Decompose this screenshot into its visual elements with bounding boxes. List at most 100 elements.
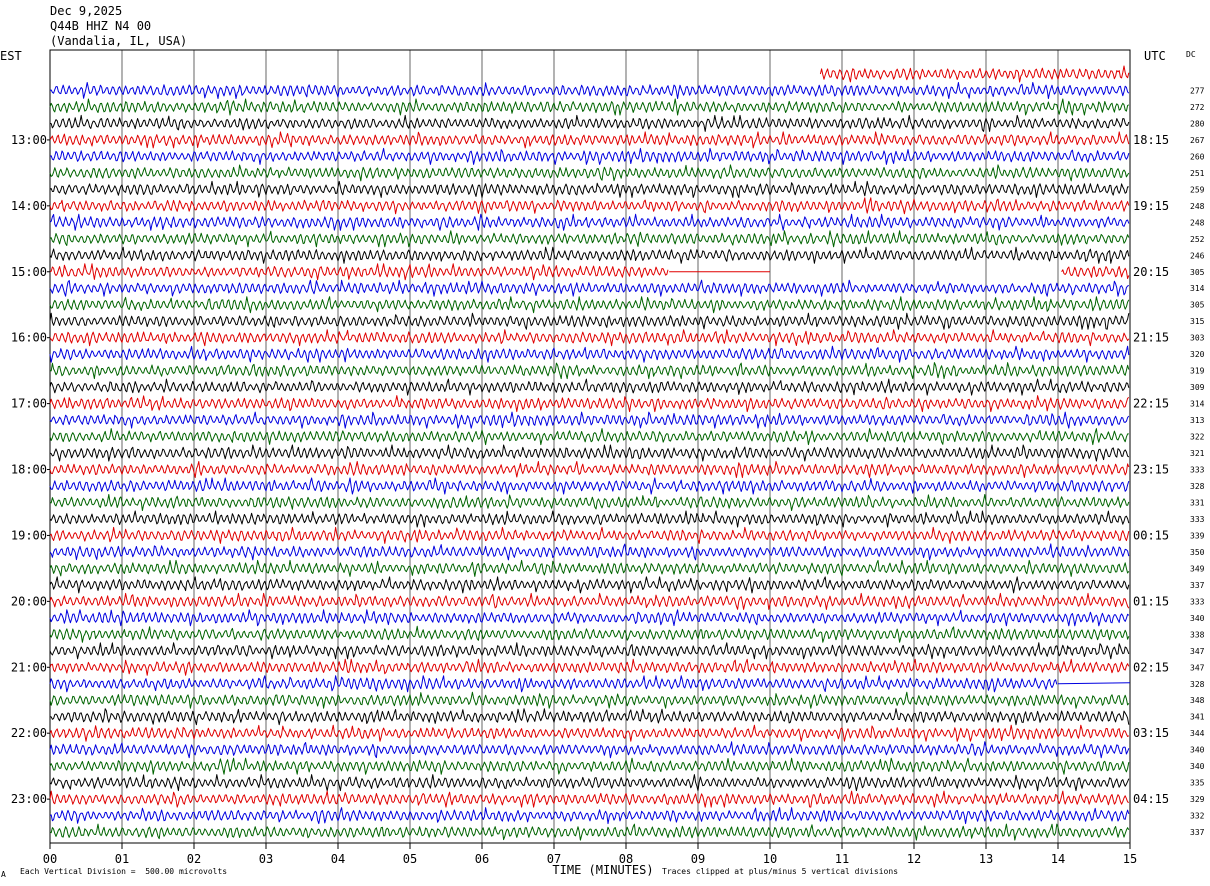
left-hour-label: 13:00 [11,133,47,147]
x-tick-label: 01 [115,852,129,866]
dc-value: 313 [1190,416,1205,425]
trace-row-32 [49,592,1130,610]
dc-value: 314 [1190,400,1205,409]
trace-row-1 [49,82,1130,99]
x-tick-label: 07 [547,852,561,866]
trace-row-42 [49,757,1130,775]
dc-value: 347 [1190,647,1205,656]
dc-value: 246 [1190,251,1205,260]
dc-value: 333 [1190,597,1205,606]
left-hour-label: 22:00 [11,726,47,740]
trace-row-34 [49,625,1130,643]
trace-row-31 [49,576,1130,594]
plot-frame [49,49,1131,844]
dc-value: 340 [1190,746,1205,755]
trace-row-0 [819,65,1130,83]
x-axis-title: TIME (MINUTES) [552,863,653,877]
left-timezone-label: EST [0,49,22,63]
scale-note: Each Vertical Division = 500.00 microvol… [20,867,228,876]
dc-value: 347 [1190,663,1205,672]
right-hour-label: 00:15 [1133,528,1169,542]
trace-row-43 [49,774,1130,792]
trace-row-12 [49,263,1130,281]
trace-row-23 [49,444,1130,462]
trace-row-19 [49,378,1130,396]
x-tick-label: 14 [1051,852,1065,866]
dc-value: 344 [1190,729,1205,738]
right-hour-label: 18:15 [1133,133,1169,147]
trace-row-5 [49,147,1130,165]
x-tick-label: 06 [475,852,489,866]
dc-value: 272 [1190,103,1205,112]
dc-value: 333 [1190,466,1205,475]
dc-value: 320 [1190,350,1205,359]
dc-value: 341 [1190,713,1205,722]
x-tick-label: 11 [835,852,849,866]
x-tick-label: 10 [763,852,777,866]
dc-value: 348 [1190,696,1205,705]
header-location: (Vandalia, IL, USA) [50,34,188,48]
dc-value: 322 [1190,433,1205,442]
trace-row-9 [49,213,1130,231]
trace-row-13 [49,279,1130,297]
left-hour-label: 14:00 [11,199,47,213]
trace-row-22 [49,428,1129,446]
trace-row-44 [49,790,1130,808]
dc-value: 260 [1190,152,1205,161]
x-tick-label: 12 [907,852,921,866]
trace-row-38 [49,691,1130,709]
dc-value: 340 [1190,762,1205,771]
trace-row-26 [49,494,1130,511]
corner-mark: A [1,870,6,879]
dc-value: 350 [1190,548,1205,557]
dc-value: 248 [1190,218,1205,227]
x-tick-label: 09 [691,852,705,866]
dc-value: 309 [1190,383,1205,392]
dc-value: 259 [1190,185,1205,194]
right-hour-label: 22:15 [1133,397,1169,411]
trace-row-10 [49,230,1130,248]
right-hour-label: 19:15 [1133,199,1169,213]
x-tick-label: 05 [403,852,417,866]
dc-value: 252 [1190,235,1205,244]
dc-value: 337 [1190,828,1205,837]
trace-row-15 [49,312,1130,330]
dc-value: 340 [1190,614,1205,623]
x-tick-label: 08 [619,852,633,866]
right-hour-label: 04:15 [1133,792,1169,806]
trace-row-11 [49,246,1130,264]
dc-value: 305 [1190,301,1205,310]
dc-value: 305 [1190,268,1205,277]
trace-row-24 [49,461,1130,478]
dc-value: 328 [1190,482,1205,491]
trace-row-25 [49,477,1130,495]
dc-value: 339 [1190,531,1205,540]
trace-row-41 [49,741,1130,759]
header-station: Q44B HHZ N4 00 [50,19,152,33]
dc-value: 280 [1190,119,1205,128]
trace-row-2 [49,98,1130,116]
trace-row-27 [49,510,1130,528]
dc-value: 314 [1190,284,1205,293]
left-hour-label: 19:00 [11,528,47,542]
trace-row-20 [49,395,1130,413]
x-tick-label: 03 [259,852,273,866]
dc-value: 267 [1190,136,1205,145]
trace-row-46 [49,823,1130,841]
x-tick-label: 00 [43,852,57,866]
left-hour-label: 20:00 [11,594,47,608]
trace-row-36 [49,658,1130,676]
trace-row-16 [49,329,1130,347]
trace-row-17 [49,345,1130,363]
dc-value: 277 [1190,86,1205,95]
dc-value: 319 [1190,367,1205,376]
right-hour-label: 02:15 [1133,660,1169,674]
trace-row-29 [49,543,1130,561]
trace-row-30 [49,559,1130,577]
trace-row-37 [49,675,1058,693]
trace-row-6 [49,164,1130,182]
trace-row-18 [49,362,1130,380]
left-hour-label: 17:00 [11,397,47,411]
dc-value: 248 [1190,202,1205,211]
